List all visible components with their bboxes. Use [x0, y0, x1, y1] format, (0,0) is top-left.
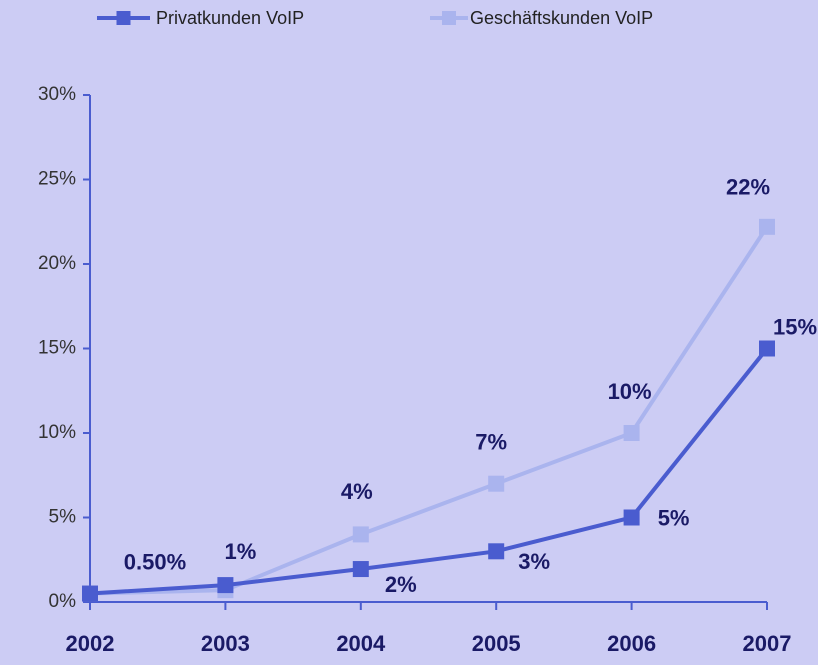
- point-marker: [488, 475, 505, 492]
- point-marker: [352, 526, 369, 543]
- y-tick-label: 5%: [49, 507, 77, 528]
- data-label: 4%: [341, 479, 373, 504]
- data-label: 15%: [773, 314, 817, 339]
- x-tick-label: 2004: [336, 631, 386, 656]
- series-line: [89, 347, 769, 596]
- x-tick-label: 2002: [66, 631, 115, 656]
- y-tick-label: 15%: [38, 338, 76, 359]
- data-label: 0.50%: [124, 549, 186, 574]
- y-tick-label: 10%: [38, 422, 76, 443]
- y-tick-label: 30%: [38, 84, 76, 105]
- point-marker: [217, 577, 234, 594]
- data-label: 3%: [518, 549, 550, 574]
- point-marker: [623, 509, 640, 526]
- data-label: 5%: [658, 505, 690, 530]
- data-label: 7%: [475, 430, 507, 455]
- point-marker: [623, 425, 640, 441]
- y-tick-label: 0%: [49, 591, 77, 612]
- data-label: 1%: [225, 539, 257, 564]
- x-tick-label: 2005: [472, 631, 521, 656]
- x-tick-label: 2006: [607, 631, 656, 656]
- data-label: 22%: [726, 175, 770, 200]
- legend-marker: [116, 11, 131, 25]
- x-tick-label: 2007: [743, 631, 792, 656]
- point-marker: [488, 543, 505, 560]
- point-marker: [759, 218, 775, 235]
- point-marker: [759, 340, 775, 357]
- y-tick-label: 20%: [38, 253, 76, 274]
- legend-marker: [442, 11, 456, 25]
- point-marker: [82, 585, 98, 602]
- series-line: [89, 225, 769, 596]
- data-label: 2%: [385, 572, 417, 597]
- point-marker: [352, 561, 369, 578]
- y-tick-label: 25%: [38, 169, 76, 190]
- x-tick-label: 2003: [201, 631, 250, 656]
- data-label: 10%: [608, 379, 652, 404]
- legend-label: Privatkunden VoIP: [156, 8, 304, 28]
- legend-label: Geschäftskunden VoIP: [470, 8, 653, 28]
